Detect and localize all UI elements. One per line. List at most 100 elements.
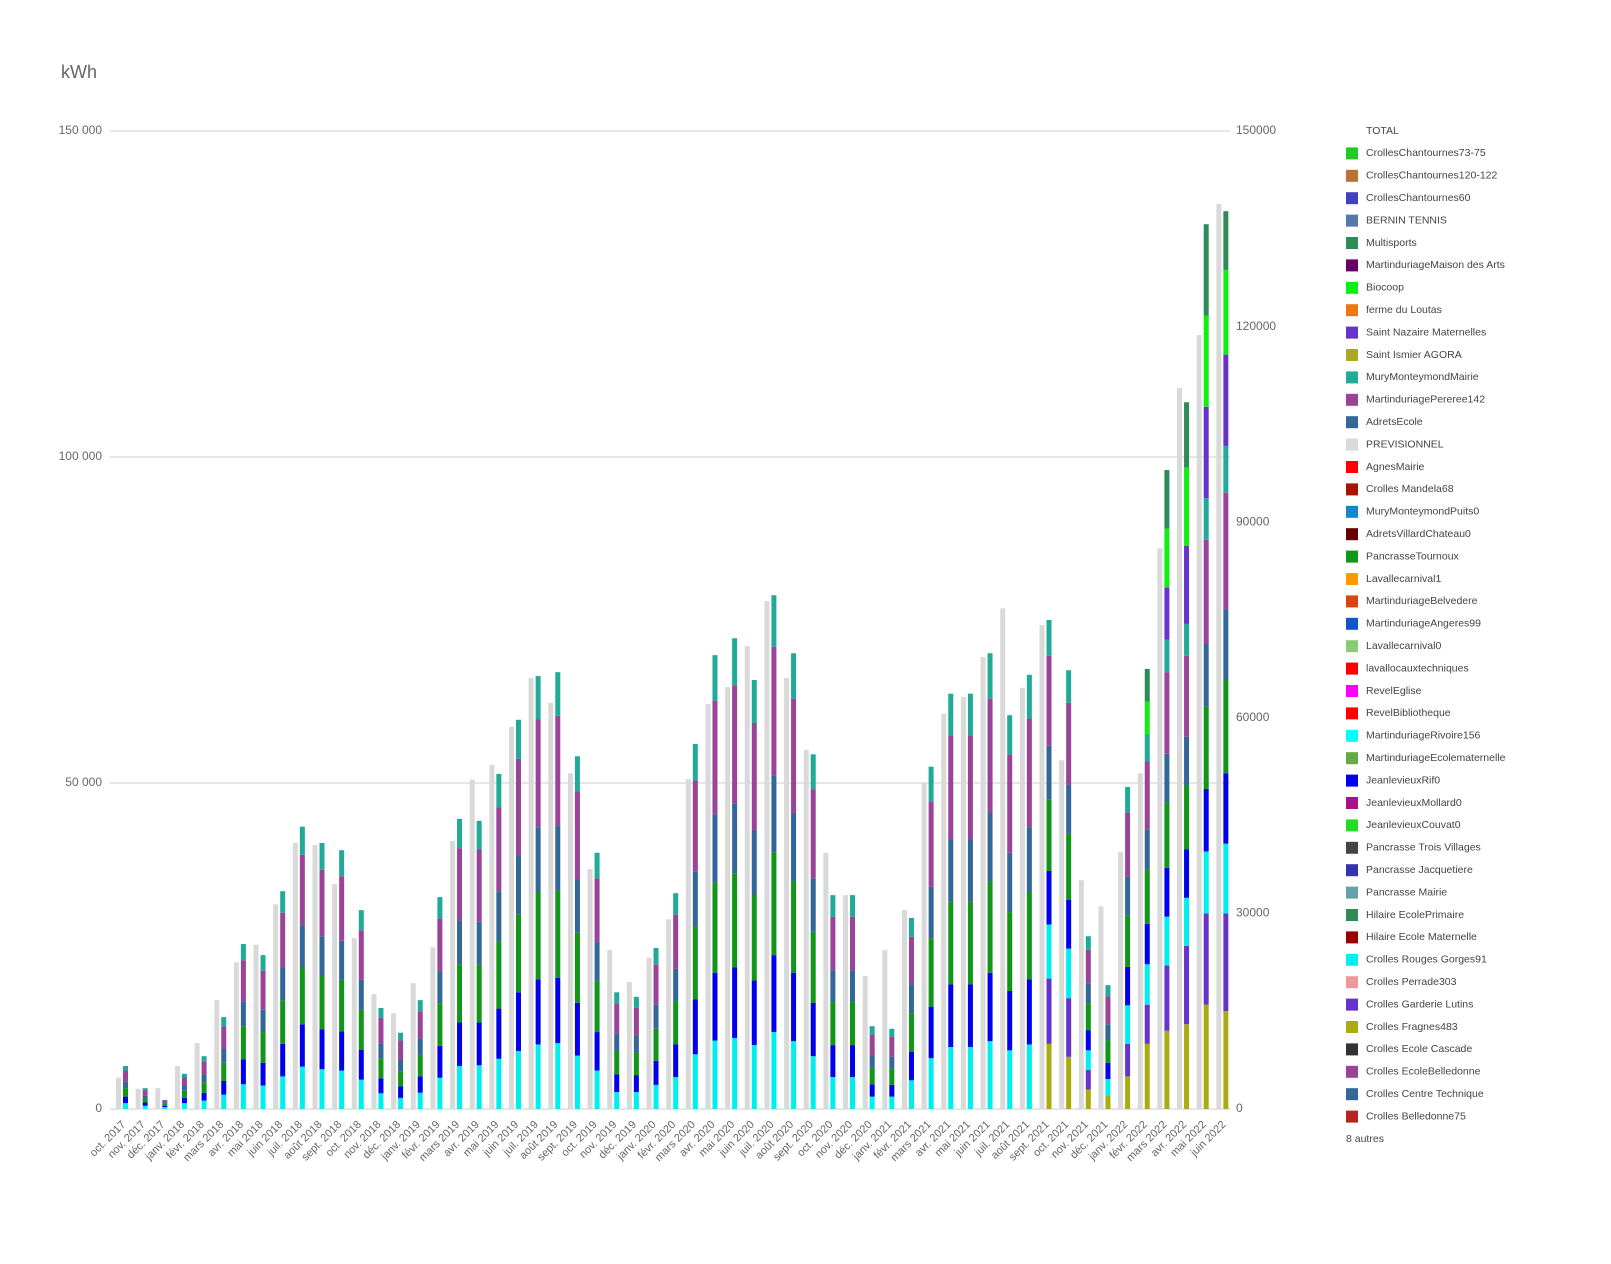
bar-segment <box>574 932 580 1003</box>
forecast-bar <box>1078 880 1084 1109</box>
bar-segment <box>1164 587 1170 640</box>
bar-segment <box>1223 492 1229 610</box>
legend-swatch <box>1346 281 1358 294</box>
y-tick-label: 150 000 <box>59 123 103 137</box>
bar-segment <box>1046 655 1052 746</box>
bar-segment <box>1164 965 1170 1031</box>
legend-swatch <box>1346 483 1358 496</box>
y2-tick-label: 0 <box>1236 1101 1243 1115</box>
bar-segment <box>240 1026 246 1060</box>
bar-segment <box>339 979 345 1032</box>
legend-swatch <box>1346 192 1358 205</box>
legend-label: Pancrasse Mairie <box>1366 886 1447 898</box>
bar-segment <box>1184 623 1190 656</box>
bar-segment <box>240 1059 246 1085</box>
bar-segment <box>221 1049 227 1063</box>
legend-label: Pancrasse Trois Villages <box>1366 842 1481 854</box>
legend-label: MuryMonteymondMairie <box>1366 371 1479 383</box>
bar-segment <box>555 715 561 826</box>
bar-segment <box>181 1073 187 1078</box>
bar-segment <box>594 878 600 943</box>
legend-label: JeanlevieuxMollard0 <box>1366 797 1462 809</box>
bar-segment <box>555 1043 561 1109</box>
bar-segment <box>1184 736 1190 785</box>
bar-segment <box>123 1088 128 1097</box>
bar-segment <box>653 947 659 965</box>
bar-segment <box>1223 211 1229 270</box>
bar-segment <box>732 685 738 804</box>
bar-segment <box>515 914 521 993</box>
legend-swatch <box>1346 707 1358 720</box>
bar-segment <box>1125 1043 1131 1077</box>
bar-segment <box>692 1054 698 1109</box>
bar-segment <box>987 698 993 813</box>
bar-segment <box>437 897 443 919</box>
bar-segment <box>476 1065 482 1109</box>
bar-segment <box>1144 668 1150 702</box>
legend-swatch <box>1346 349 1358 361</box>
bar-segment <box>692 743 698 781</box>
legend-swatch <box>1346 1021 1358 1033</box>
bar-segment <box>732 1037 738 1109</box>
bar-segment <box>1164 753 1170 803</box>
bar-segment <box>987 1041 993 1109</box>
bar-segment <box>299 854 305 926</box>
legend-label: Crolles Centre Technique <box>1366 1088 1484 1100</box>
bar-segment <box>1046 924 1052 979</box>
bar-segment <box>1164 916 1170 966</box>
bar-segment <box>358 1009 364 1050</box>
bar-segment <box>1144 829 1150 870</box>
bar-segment <box>869 1084 875 1097</box>
forecast-bar <box>410 983 416 1109</box>
bar-segment <box>240 1001 246 1027</box>
bar-segment <box>830 916 836 971</box>
bar-segment <box>1105 985 1111 997</box>
bar-segment <box>476 921 482 965</box>
forecast-bar <box>391 1013 397 1109</box>
bar-segment <box>594 942 600 981</box>
bar-segment <box>299 1024 305 1067</box>
legend-label: AdretsVillardChateau0 <box>1366 528 1471 540</box>
legend-label: MartinduriageAngeres99 <box>1366 618 1481 630</box>
bar-segment <box>398 1032 404 1041</box>
bar-segment <box>162 1103 168 1106</box>
bar-segment <box>515 1050 521 1109</box>
bar-segment <box>1164 1030 1170 1109</box>
bar-segment <box>830 1002 836 1046</box>
legend-swatch <box>1346 214 1358 227</box>
bar-segment <box>1085 1050 1091 1070</box>
bar-segment <box>889 1036 895 1057</box>
bar-segment <box>1184 467 1190 546</box>
legend-swatch <box>1346 528 1358 541</box>
bar-segment <box>1203 706 1209 789</box>
forecast-bar <box>1000 608 1006 1109</box>
bar-segment <box>1184 897 1190 946</box>
bar-segment <box>398 1071 404 1087</box>
bar-segment <box>123 1070 128 1082</box>
forecast-bar <box>155 1088 161 1109</box>
bar-segment <box>535 979 541 1045</box>
bar-segment <box>1223 445 1229 493</box>
bar-segment <box>1203 539 1209 644</box>
bar-segment <box>221 1062 227 1081</box>
bar-segment <box>712 882 718 973</box>
legend-swatch <box>1346 685 1358 697</box>
forecast-bar <box>430 947 436 1109</box>
bar-segment <box>633 1035 639 1053</box>
bar-segment <box>201 1056 207 1062</box>
bar-segment <box>142 1090 148 1096</box>
bar-segment <box>928 1006 934 1059</box>
bar-segment <box>339 1031 345 1071</box>
bar-segment <box>299 1066 305 1109</box>
forecast-bar <box>233 962 239 1109</box>
legend-swatch <box>1346 617 1358 630</box>
bar-segment <box>810 789 816 879</box>
legend-swatch <box>1346 998 1358 1011</box>
bar-segment <box>496 773 502 808</box>
bar-segment <box>378 1093 384 1109</box>
forecast-bar <box>921 783 927 1109</box>
legend-label: MartinduriageBelvedere <box>1366 595 1478 607</box>
bar-segment <box>1223 843 1229 914</box>
legend-swatch <box>1346 147 1358 160</box>
legend-label: MartinduriageMaison des Arts <box>1366 259 1505 271</box>
